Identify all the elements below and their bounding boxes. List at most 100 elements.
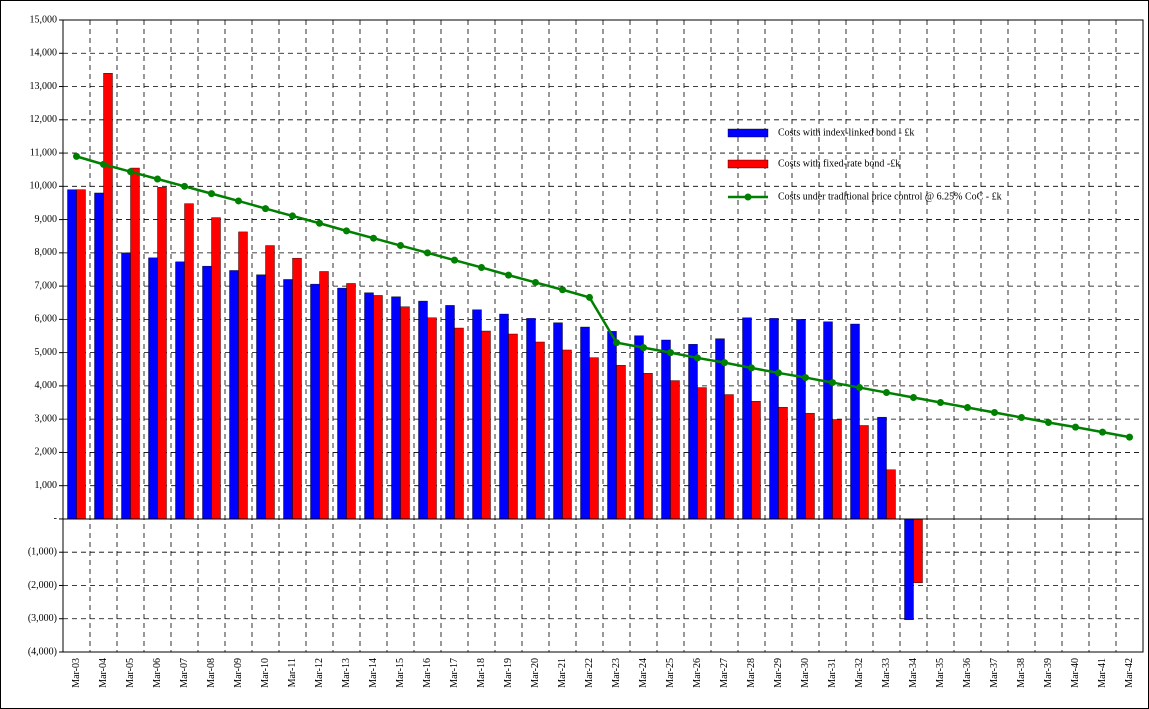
x-tick-label: Mar-35 (935, 658, 946, 688)
bar (445, 305, 455, 520)
bar (238, 231, 248, 520)
bar (337, 287, 347, 520)
line-marker (424, 249, 431, 257)
bar (346, 283, 356, 520)
bar (805, 412, 815, 520)
bar (229, 270, 239, 520)
x-tick-label: Mar-16 (422, 658, 433, 688)
legend-swatch (727, 159, 769, 169)
y-tick-label: 12,000 (30, 114, 58, 125)
bar (526, 318, 536, 520)
y-tick-label: 15,000 (30, 14, 58, 25)
bar (562, 349, 572, 520)
y-tick-label: - (54, 513, 57, 524)
bar (418, 300, 428, 520)
x-tick-label: Mar-13 (341, 658, 352, 688)
bar (481, 330, 491, 520)
bar (823, 321, 833, 520)
bar (400, 306, 410, 520)
x-tick-label: Mar-06 (152, 658, 163, 688)
bar (904, 518, 914, 620)
bar (742, 317, 752, 520)
bar (202, 265, 212, 520)
bar (751, 400, 761, 520)
x-tick-label: Mar-34 (908, 658, 919, 688)
bar (535, 341, 545, 520)
bar (76, 189, 86, 520)
x-tick-label: Mar-10 (260, 658, 271, 688)
bar (589, 357, 599, 520)
line-marker (1018, 413, 1025, 421)
line-marker (910, 394, 917, 402)
x-tick-label: Mar-39 (1043, 658, 1054, 688)
line-marker (775, 369, 782, 377)
x-tick-label: Mar-09 (233, 658, 244, 688)
line-marker (937, 399, 944, 407)
y-tick-label: 14,000 (30, 48, 58, 59)
bar (103, 73, 113, 520)
x-tick-label: Mar-20 (530, 658, 541, 688)
x-tick-label: Mar-08 (206, 658, 217, 688)
x-tick-label: Mar-37 (989, 658, 1000, 688)
legend-label: Costs with index-linked bond - £k (778, 127, 914, 138)
x-tick-label: Mar-28 (746, 658, 757, 688)
y-tick-label: 3,000 (35, 413, 58, 424)
x-tick-label: Mar-25 (665, 658, 676, 688)
line-marker (262, 205, 269, 213)
y-tick-label: 11,000 (30, 147, 57, 158)
line-marker (397, 242, 404, 250)
line-marker (208, 190, 215, 198)
x-tick-label: Mar-27 (719, 658, 730, 688)
bar (877, 416, 887, 520)
line-marker (316, 219, 323, 227)
x-tick-label: Mar-18 (476, 658, 487, 688)
line-marker (856, 384, 863, 392)
bar (688, 344, 698, 520)
line-marker (1045, 418, 1052, 426)
line-marker (802, 374, 809, 382)
bar (319, 271, 329, 520)
line-marker (235, 197, 242, 205)
bar (508, 333, 518, 520)
bar (121, 252, 131, 520)
bar (364, 292, 374, 520)
bar (454, 327, 464, 520)
bar (94, 192, 104, 520)
x-tick-label: Mar-19 (503, 658, 514, 688)
bar (850, 323, 860, 520)
legend-label: Costs under traditional price control @ … (778, 191, 1002, 202)
y-tick-label: (4,000) (28, 646, 57, 657)
y-tick-label: 6,000 (35, 314, 58, 325)
line-marker (181, 182, 188, 190)
line-marker (829, 379, 836, 387)
x-tick-label: Mar-24 (638, 658, 649, 688)
bar (427, 317, 437, 520)
bar (130, 167, 140, 520)
line-marker (559, 286, 566, 294)
y-tick-label: 5,000 (35, 347, 58, 358)
line-marker (883, 389, 890, 397)
x-tick-label: Mar-26 (692, 658, 703, 688)
bar (859, 425, 869, 520)
line-marker (613, 339, 620, 347)
x-tick-label: Mar-17 (449, 658, 460, 688)
bar (283, 279, 293, 520)
line-marker (127, 168, 134, 176)
bar (157, 187, 167, 520)
x-tick-label: Mar-14 (368, 658, 379, 688)
x-tick-label: Mar-33 (881, 658, 892, 688)
bar (67, 189, 77, 520)
bar (292, 257, 302, 520)
bar (175, 261, 185, 520)
line-marker (667, 349, 674, 357)
x-tick-label: Mar-29 (773, 658, 784, 688)
bar (778, 406, 788, 520)
line-marker (451, 256, 458, 264)
y-tick-label: 1,000 (35, 480, 58, 491)
x-tick-label: Mar-12 (314, 658, 325, 688)
line-marker (73, 152, 80, 160)
x-tick-label: Mar-30 (800, 658, 811, 688)
bar (211, 217, 221, 520)
x-tick-label: Mar-15 (395, 658, 406, 688)
